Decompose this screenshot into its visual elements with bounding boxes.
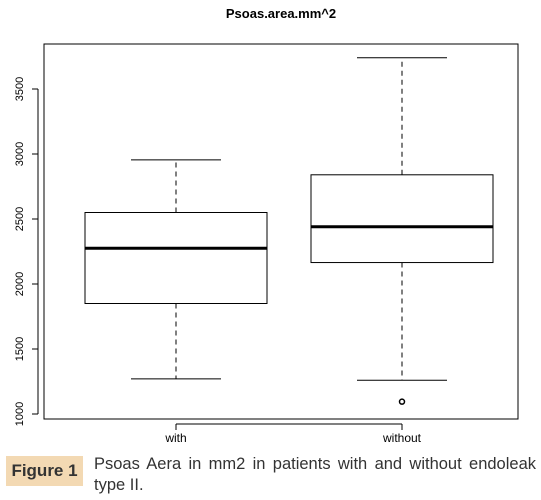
y-tick-label: 2000	[14, 272, 26, 296]
figure-caption: Figure 1 Psoas Aera in mm2 in patients w…	[6, 452, 536, 498]
x-tick-label: without	[382, 431, 422, 445]
figure-label: Figure 1	[6, 456, 83, 486]
boxes-layer	[84, 57, 494, 405]
boxplot-chart: Psoas.area.mm^2 1000 1500 2000 2500 3000 3500…	[14, 6, 519, 445]
plot-frame	[43, 43, 519, 420]
y-tick-label: 1000	[14, 402, 26, 426]
box-without	[310, 57, 494, 405]
x-axis: with without	[164, 423, 422, 445]
interquartile-box	[84, 212, 268, 304]
y-tick-label: 2500	[14, 207, 26, 231]
outlier-point	[398, 398, 406, 405]
y-axis: 1000 1500 2000 2500 3000 3500	[14, 77, 39, 426]
box-with	[84, 159, 268, 380]
y-tick-label: 3500	[14, 77, 26, 101]
interquartile-box	[310, 174, 494, 264]
y-tick-label: 3000	[14, 142, 26, 166]
figure-caption-text: Psoas Aera in mm2 in patients with and w…	[94, 455, 536, 494]
y-tick-label: 1500	[14, 337, 26, 361]
x-tick-label: with	[164, 431, 186, 445]
chart-title: Psoas.area.mm^2	[226, 6, 336, 21]
